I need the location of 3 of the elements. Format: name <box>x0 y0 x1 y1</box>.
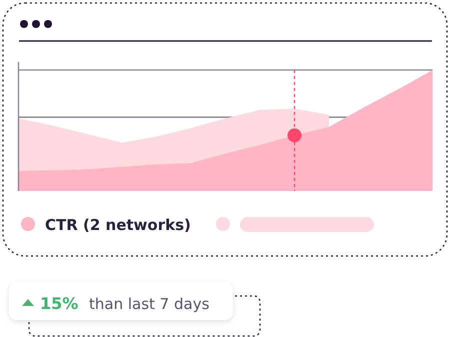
legend-label: CTR (2 networks) <box>45 216 191 234</box>
text: 15% <box>40 294 78 313</box>
text: than last 7 days <box>89 295 210 313</box>
